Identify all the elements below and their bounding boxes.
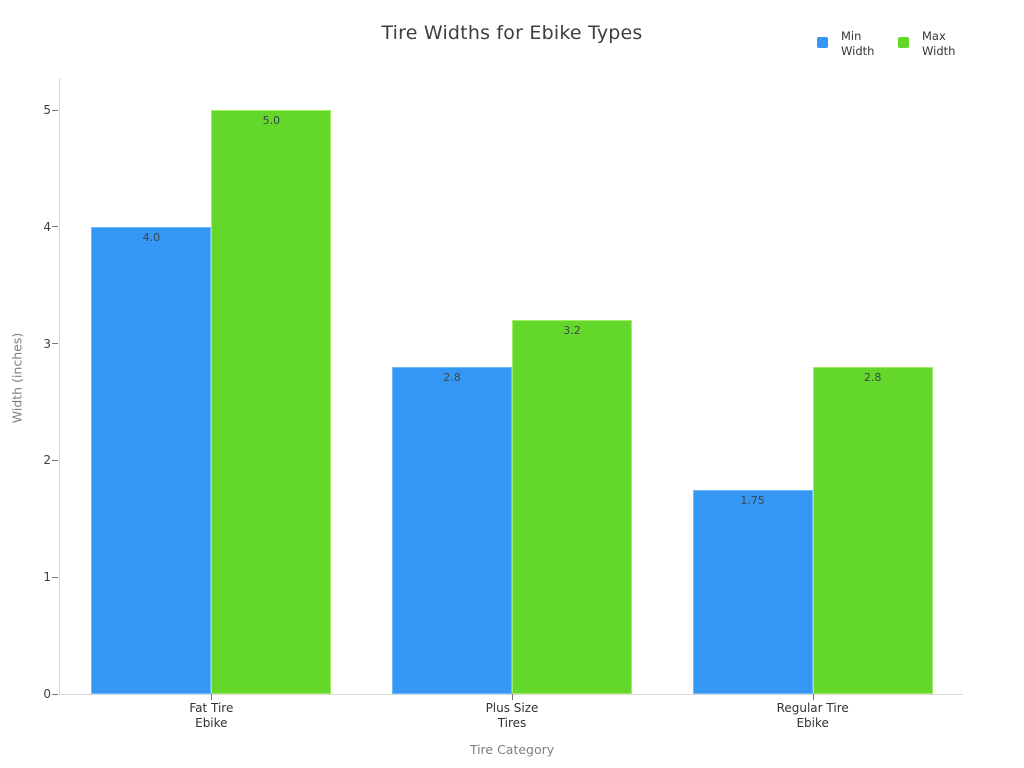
x-tick-label: Regular Tire Ebike: [776, 701, 849, 730]
y-tick: [52, 576, 58, 578]
bar-min-width-2: [392, 366, 512, 694]
bar-max-width-2: [512, 320, 632, 694]
y-tick: [52, 226, 58, 228]
x-axis-title: Tire Category: [469, 742, 555, 757]
legend-swatch-min-width: [817, 37, 828, 48]
x-tick: [211, 694, 213, 700]
bar-value-label: 4.0: [142, 230, 161, 244]
y-tick: [52, 343, 58, 345]
x-axis-line: [59, 694, 963, 695]
x-tick: [512, 694, 513, 700]
y-tick: [52, 459, 58, 461]
bar-max-width-3: [812, 366, 933, 694]
x-tick: [812, 694, 814, 700]
y-tick-label: 5: [43, 103, 51, 117]
bar-value-label: 1.75: [740, 493, 765, 507]
y-tick-label: 1: [43, 570, 51, 585]
bar-value-label: 5.0: [262, 114, 281, 127]
y-tick-label: 3: [43, 336, 51, 351]
legend-label-max-width: Max Width: [922, 29, 956, 58]
chart-title: Tire Widths for Ebike Types: [381, 22, 643, 44]
x-tick-label: Fat Tire Ebike: [189, 701, 234, 730]
bar-min-width-3: [692, 489, 813, 694]
legend-swatch-max-width: [898, 37, 909, 48]
y-tick-label: 4: [43, 219, 51, 234]
y-tick: [52, 693, 58, 695]
x-tick-label: Plus Size Tires: [485, 701, 539, 730]
y-tick: [52, 109, 58, 111]
bar-min-width-1: [91, 226, 212, 694]
legend-label-min-width: Min Width: [841, 29, 875, 58]
y-tick-label: 2: [43, 453, 51, 468]
bar-value-label: 2.8: [863, 370, 882, 384]
y-axis-line: [59, 78, 60, 694]
y-tick-label: 0: [43, 687, 51, 701]
bar-value-label: 2.8: [443, 370, 461, 384]
bar-max-width-1: [211, 110, 332, 694]
bar-value-label: 3.2: [563, 324, 581, 338]
